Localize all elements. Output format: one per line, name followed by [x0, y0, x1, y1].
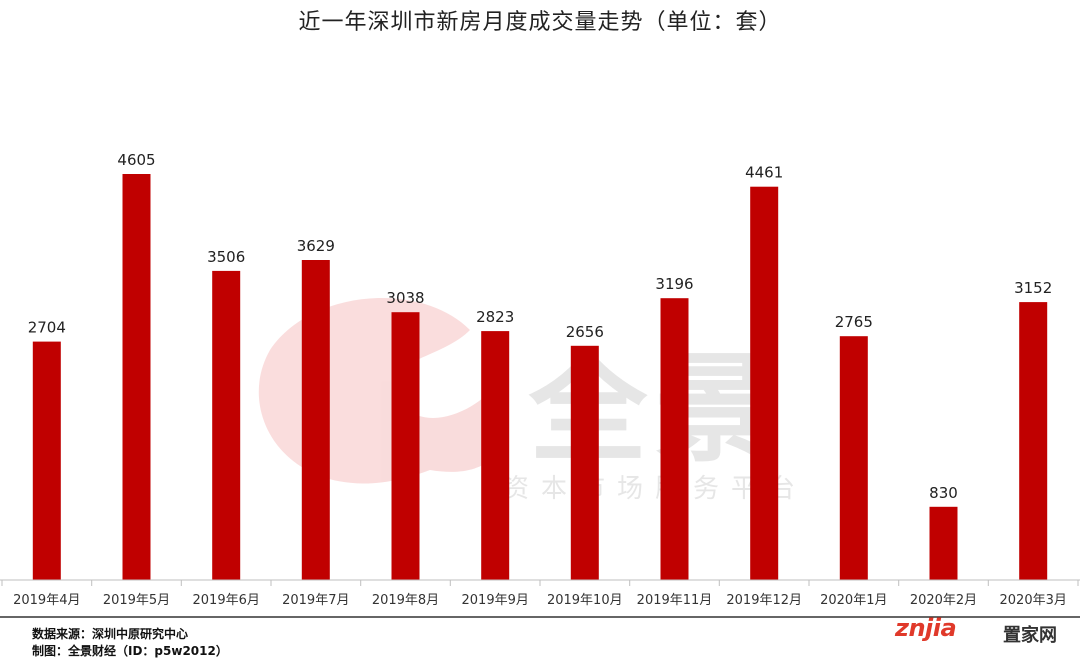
- data-label-2019年7月: 3629: [297, 237, 335, 255]
- x-tick-label-2020年2月: 2020年2月: [910, 593, 977, 608]
- site-brand-name: 置家网: [1003, 625, 1057, 646]
- data-label-2019年4月: 2704: [28, 319, 66, 337]
- data-label-2019年5月: 4605: [117, 151, 155, 169]
- data-label-2019年6月: 3506: [207, 248, 245, 266]
- chart-title: 近一年深圳市新房月度成交量走势（单位：套）: [298, 10, 782, 35]
- data-label-2019年10月: 2656: [566, 323, 604, 341]
- data-label-2019年8月: 3038: [386, 289, 424, 307]
- bar-2019年9月: [481, 331, 510, 580]
- data-label-2019年9月: 2823: [476, 308, 514, 326]
- x-tick-label-2019年6月: 2019年6月: [193, 593, 260, 608]
- bar-2019年11月: [660, 298, 689, 580]
- x-tick-label-2019年7月: 2019年7月: [282, 593, 349, 608]
- x-tick-label-2019年11月: 2019年11月: [637, 593, 713, 608]
- credit-note: 制图：全景财经（ID：p5w2012）: [32, 644, 228, 658]
- x-tick-label-2020年1月: 2020年1月: [820, 593, 887, 608]
- bar-2019年4月: [32, 341, 61, 580]
- bar-2019年12月: [750, 186, 779, 580]
- watermark-logo-icon: [258, 297, 507, 484]
- x-tick-labels-group: 2019年4月 2019年5月 2019年6月 2019年7月 2019年8月 2019年…: [13, 593, 1067, 608]
- source-note: 数据来源：深圳中原研究中心: [32, 627, 189, 641]
- bar-2020年1月: [839, 336, 868, 580]
- x-tick-label-2019年8月: 2019年8月: [372, 593, 439, 608]
- x-tick-label-2019年4月: 2019年4月: [13, 593, 80, 608]
- watermark: 全景 资本市场服务平台: [258, 297, 807, 504]
- x-tick-label-2019年10月: 2019年10月: [547, 593, 623, 608]
- bars-group: [32, 174, 1048, 580]
- x-tick-label-2019年5月: 2019年5月: [103, 593, 170, 608]
- x-tick-label-2019年12月: 2019年12月: [726, 593, 802, 608]
- value-labels-group: 2704 4605 3506 3629 3038 2823 2656 3196 4461 2765…: [28, 151, 1053, 502]
- x-tick-label-2019年9月: 2019年9月: [462, 593, 529, 608]
- data-label-2019年11月: 3196: [655, 275, 693, 293]
- bar-2019年5月: [122, 174, 151, 580]
- bar-2020年2月: [929, 506, 958, 580]
- watermark-tagline: 资本市场服务平台: [503, 474, 807, 504]
- x-tick-label-2020年3月: 2020年3月: [1000, 593, 1067, 608]
- data-label-2020年1月: 2765: [835, 313, 873, 331]
- x-ticks-group: [1, 580, 1079, 586]
- bar-2019年6月: [212, 270, 241, 580]
- bar-2019年8月: [391, 312, 420, 580]
- data-label-2020年2月: 830: [929, 484, 958, 502]
- data-label-2019年12月: 4461: [745, 164, 783, 182]
- site-brand-logo: znjia: [895, 614, 957, 642]
- bar-2019年10月: [570, 345, 599, 580]
- watermark-logo-text: 全景: [528, 340, 781, 478]
- data-label-2020年3月: 3152: [1014, 279, 1052, 297]
- bar-2020年3月: [1019, 302, 1048, 580]
- bar-2019年7月: [301, 260, 330, 580]
